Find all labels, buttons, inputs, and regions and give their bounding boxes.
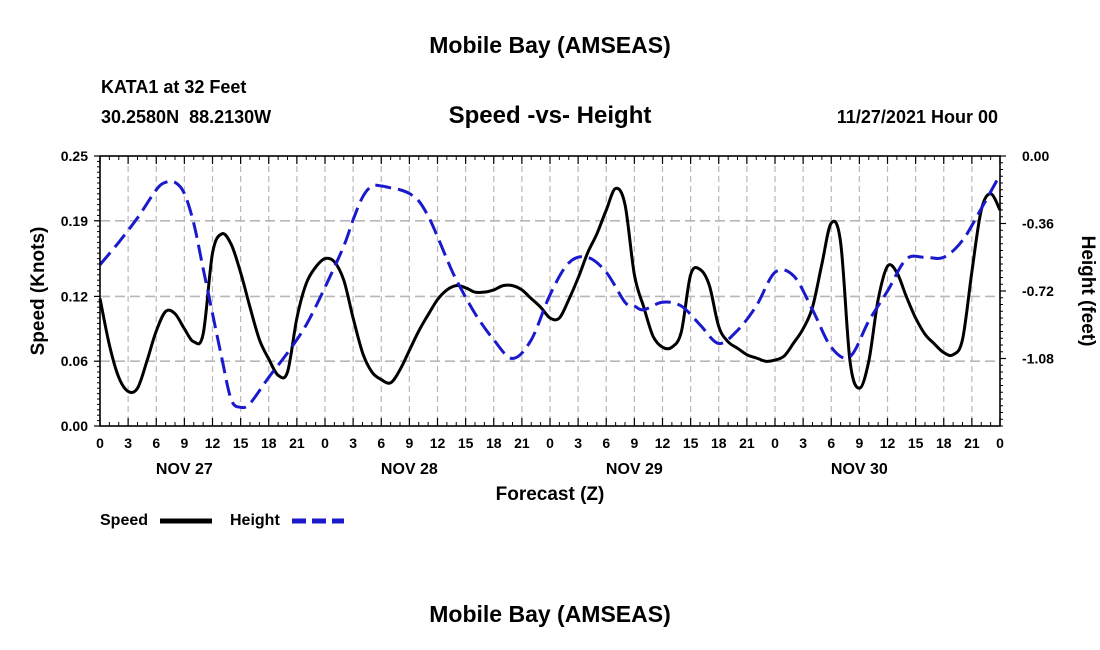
y2-tick-label: -0.72: [1022, 283, 1054, 299]
x-tick-label: 12: [430, 435, 446, 451]
x-tick-label: 15: [233, 435, 249, 451]
x-tick-label: 21: [739, 435, 755, 451]
x-tick-label: 9: [180, 435, 188, 451]
y-tick-label: 0.19: [61, 213, 88, 229]
x-tick-label: 9: [630, 435, 638, 451]
y2-tick-label: 0.00: [1022, 148, 1049, 164]
chart-title-bottom: Mobile Bay (AMSEAS): [429, 601, 671, 627]
coordinates-label: 30.2580N 88.2130W: [101, 107, 272, 127]
x-tick-label: 6: [827, 435, 835, 451]
x-tick-label: 21: [964, 435, 980, 451]
x-tick-label: 15: [683, 435, 699, 451]
x-tick-label: 18: [486, 435, 502, 451]
y-tick-label: 0.00: [61, 418, 88, 434]
x-tick-label: 18: [936, 435, 952, 451]
y-tick-label: 0.12: [61, 288, 88, 304]
y2-tick-label: -0.36: [1022, 216, 1054, 232]
x-tick-label: 0: [771, 435, 779, 451]
x-tick-label: 21: [289, 435, 305, 451]
x-axis-title: Forecast (Z): [496, 484, 605, 505]
x-tick-label: 9: [855, 435, 863, 451]
x-tick-label: 12: [880, 435, 896, 451]
chart-title-top: Mobile Bay (AMSEAS): [429, 32, 671, 58]
x-tick-label: 6: [377, 435, 385, 451]
legend-label-height: Height: [230, 512, 280, 529]
datetime-label: 11/27/2021 Hour 00: [836, 107, 998, 127]
x-tick-label: 21: [514, 435, 530, 451]
series-line-height: [98, 174, 1002, 410]
x-day-label: NOV 30: [831, 461, 888, 478]
x-tick-label: 12: [205, 435, 221, 451]
y-tick-label: 0.06: [61, 353, 88, 369]
series-lines: [98, 174, 1002, 410]
y2-axis-title: Height (feet): [1077, 236, 1098, 347]
series-line-speed: [98, 186, 1002, 394]
x-tick-label: 18: [261, 435, 277, 451]
x-tick-label: 9: [405, 435, 413, 451]
chart-subtitle: Speed -vs- Height: [448, 102, 652, 129]
axis-labels: Forecast (Z) Speed (Knots) Height (feet)…: [28, 148, 1098, 505]
x-tick-label: 0: [96, 435, 104, 451]
legend-label-speed: Speed: [100, 512, 148, 529]
x-tick-label: 15: [458, 435, 474, 451]
axis-ticks: [94, 155, 1006, 427]
x-day-label: NOV 28: [381, 461, 438, 478]
y2-tick-label: -1.08: [1022, 351, 1054, 367]
x-tick-label: 18: [711, 435, 727, 451]
x-tick-label: 0: [321, 435, 329, 451]
station-label: KATA1 at 32 Feet: [101, 77, 247, 97]
x-day-label: NOV 27: [156, 461, 213, 478]
legend: Speed Height: [100, 512, 344, 529]
y-tick-label: 0.25: [61, 148, 88, 164]
x-tick-label: 0: [996, 435, 1004, 451]
x-tick-label: 6: [152, 435, 160, 451]
x-tick-label: 0: [546, 435, 554, 451]
y-axis-title: Speed (Knots): [28, 227, 49, 356]
x-tick-label: 3: [349, 435, 357, 451]
x-tick-label: 3: [574, 435, 582, 451]
x-day-label: NOV 29: [606, 461, 663, 478]
x-tick-label: 3: [799, 435, 807, 451]
x-tick-label: 6: [602, 435, 610, 451]
x-tick-label: 15: [908, 435, 924, 451]
x-tick-label: 3: [124, 435, 132, 451]
grid-lines: [100, 156, 1000, 426]
x-tick-label: 12: [655, 435, 671, 451]
